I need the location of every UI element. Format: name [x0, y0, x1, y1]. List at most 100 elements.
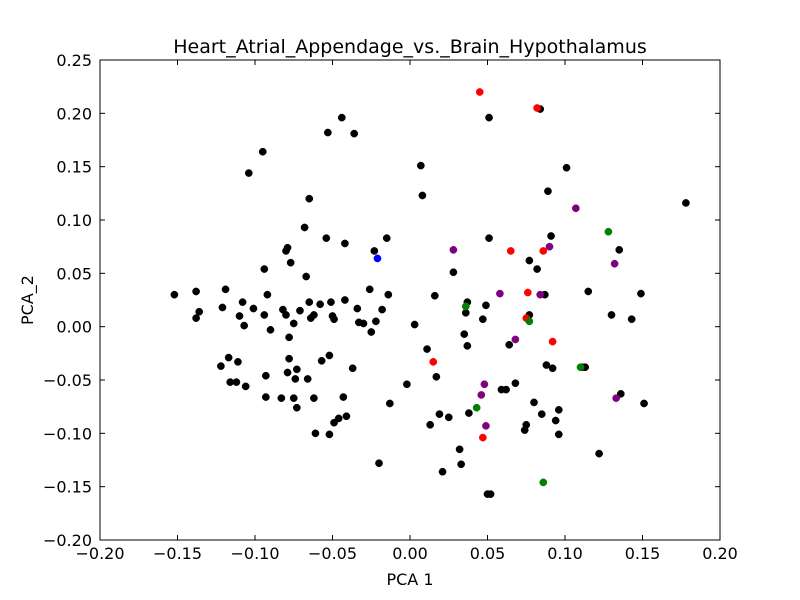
- data-point: [457, 460, 465, 469]
- data-point: [170, 290, 179, 299]
- x-axis-label: PCA 1: [386, 570, 433, 589]
- data-point: [293, 365, 301, 374]
- data-point: [486, 490, 495, 498]
- data-point: [465, 409, 473, 417]
- data-point: [322, 234, 331, 242]
- data-point: [429, 358, 438, 366]
- data-point: [525, 256, 534, 265]
- data-point: [525, 317, 534, 326]
- ticks-layer: −0.20 −0.15 −0.10 −0.05 0.00 0.05 0.10 0.15 0.20…: [43, 51, 738, 563]
- x-tick-label: −0.15: [153, 544, 202, 563]
- data-point: [432, 372, 441, 381]
- data-point: [285, 333, 293, 342]
- data-point: [461, 302, 470, 311]
- data-point: [192, 287, 200, 296]
- data-point: [539, 247, 548, 255]
- data-point: [612, 394, 621, 402]
- data-point: [548, 337, 557, 346]
- data-point: [285, 354, 293, 363]
- y-tick-label: 0.25: [56, 51, 92, 70]
- data-point: [584, 287, 593, 296]
- data-point: [325, 351, 334, 360]
- data-point: [460, 330, 469, 338]
- data-point: [365, 285, 374, 294]
- data-point: [353, 304, 362, 313]
- data-point: [449, 268, 458, 277]
- data-point: [341, 239, 349, 248]
- y-tick-label: −0.05: [43, 371, 92, 390]
- data-point: [241, 382, 250, 391]
- x-tick-label: 0.20: [702, 544, 738, 563]
- data-point: [282, 311, 290, 319]
- data-point: [348, 364, 357, 373]
- data-point: [283, 243, 292, 252]
- data-point: [277, 394, 286, 402]
- data-point: [682, 199, 690, 207]
- data-point: [482, 301, 490, 310]
- data-point: [426, 420, 434, 429]
- y-tick-label: −0.15: [43, 478, 92, 497]
- data-point: [548, 364, 557, 373]
- data-point: [479, 315, 487, 324]
- y-tick-label: 0.00: [56, 318, 92, 337]
- data-point: [544, 187, 552, 196]
- data-point: [286, 258, 295, 267]
- data-point: [342, 412, 351, 421]
- data-point: [339, 393, 348, 401]
- data-point: [475, 88, 484, 96]
- data-point: [232, 378, 241, 386]
- data-point: [330, 315, 338, 324]
- data-point: [370, 247, 379, 255]
- y-tick-label: −0.10: [43, 424, 92, 443]
- data-point: [551, 416, 560, 425]
- data-point: [375, 459, 383, 468]
- data-point: [334, 414, 343, 423]
- data-point: [293, 403, 301, 412]
- data-point: [485, 234, 493, 242]
- data-point: [378, 305, 386, 314]
- data-point: [479, 433, 487, 442]
- data-point: [350, 129, 359, 138]
- data-point: [324, 128, 332, 137]
- data-point: [533, 104, 541, 112]
- data-point: [572, 204, 580, 213]
- x-tick-label: 0.05: [470, 544, 506, 563]
- data-point: [224, 353, 233, 362]
- data-point: [562, 163, 571, 172]
- data-point: [217, 362, 225, 370]
- data-point: [291, 375, 300, 383]
- data-point: [576, 363, 585, 372]
- x-tick-label: −0.20: [75, 544, 124, 563]
- data-point: [542, 361, 551, 369]
- data-point: [477, 391, 486, 399]
- data-point: [325, 430, 334, 439]
- data-point: [403, 380, 411, 389]
- data-point: [240, 321, 248, 330]
- data-point: [341, 296, 349, 304]
- data-point: [317, 356, 326, 365]
- data-point: [244, 169, 253, 177]
- data-point: [472, 403, 481, 412]
- data-point: [384, 290, 393, 299]
- y-tick-label: −0.20: [43, 531, 92, 550]
- x-tick-label: −0.05: [308, 544, 357, 563]
- data-point: [455, 445, 464, 454]
- data-point: [289, 394, 298, 402]
- data-point: [496, 289, 504, 298]
- data-point: [249, 304, 258, 313]
- data-point: [449, 246, 458, 254]
- y-axis-label: PCA_2: [18, 275, 38, 325]
- data-point: [260, 311, 269, 319]
- data-point: [234, 358, 242, 366]
- points-layer: [170, 88, 690, 498]
- y-tick-label: 0.20: [56, 104, 92, 123]
- y-tick-label: 0.10: [56, 211, 92, 230]
- data-point: [359, 319, 368, 328]
- data-point: [289, 319, 298, 328]
- x-tick-label: 0.10: [547, 544, 583, 563]
- data-point: [417, 161, 425, 170]
- data-point: [545, 242, 554, 251]
- data-point: [485, 113, 493, 122]
- data-point: [511, 379, 520, 388]
- data-point: [537, 410, 546, 418]
